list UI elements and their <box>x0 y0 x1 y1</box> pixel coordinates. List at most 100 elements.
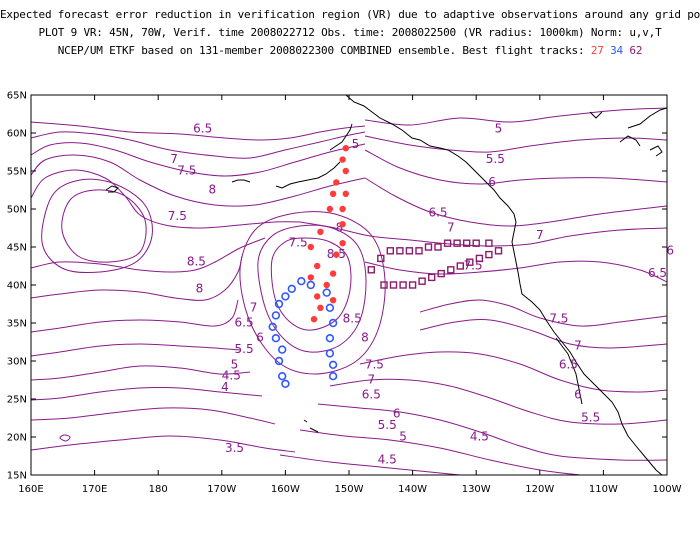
track-34-point <box>328 360 338 369</box>
lon-label: 180 <box>149 484 168 495</box>
track-34-point <box>268 322 277 331</box>
coastline-segment <box>627 107 667 129</box>
contour-label: 7 <box>367 373 375 387</box>
track-62-point <box>418 277 426 285</box>
contour-label: 7.5 <box>289 236 308 250</box>
contour-label: 6 <box>256 331 264 345</box>
track-62-point <box>405 247 414 255</box>
contour-label: 8.5 <box>187 255 206 269</box>
contour-line <box>31 435 296 453</box>
track-34-point <box>278 345 287 354</box>
contour-label: 4.5 <box>470 430 489 444</box>
contour-label: 4.5 <box>378 452 397 466</box>
contour-label: 7 <box>447 221 455 235</box>
track-27-point <box>329 190 337 197</box>
coastline <box>105 95 667 475</box>
track-62-point <box>443 239 452 247</box>
track-62-point <box>472 239 480 247</box>
track-62-point <box>485 239 493 247</box>
track-27-point <box>342 145 349 152</box>
lat-label: 60N <box>7 129 27 140</box>
contour-label: 6 <box>488 175 496 189</box>
track-62-point <box>463 239 471 247</box>
contour-line <box>317 403 667 461</box>
contour-label: 6 <box>393 407 401 421</box>
contour-line <box>31 169 301 229</box>
contour-label: 6.5 <box>559 357 578 371</box>
lat-label: 65N <box>7 91 27 102</box>
contour-line <box>364 135 667 153</box>
track-34-point <box>328 372 338 381</box>
track-62-point <box>424 243 433 251</box>
contour-line <box>31 386 263 401</box>
contour-line <box>31 131 366 159</box>
track-62-point <box>386 247 394 255</box>
lon-label: 130W <box>462 484 491 495</box>
contour-label: 6.5 <box>193 122 212 136</box>
contour-line <box>31 142 366 177</box>
contour-line <box>31 365 251 381</box>
contour-line <box>419 319 667 349</box>
track-62-point <box>485 250 493 259</box>
contour-label: 6.5 <box>428 205 447 219</box>
header-line-3-text: NCEP/UM ETKF based on 131-member 2008022… <box>57 44 585 57</box>
contour-label: 8 <box>208 183 216 197</box>
lon-label: 170W <box>207 484 236 495</box>
coastline-segment <box>309 427 319 433</box>
contour-line <box>31 343 241 357</box>
track-27-point <box>317 304 324 311</box>
contour-label: 6 <box>666 243 674 257</box>
contour-label: 8 <box>361 331 369 345</box>
contour-label: 5 <box>399 430 407 444</box>
contour-line <box>31 237 266 273</box>
contour-label: 5 <box>231 357 239 371</box>
track-27-point <box>307 274 314 281</box>
contour-label: 8 <box>336 221 344 235</box>
track-34-point <box>271 311 281 320</box>
lat-label: 50N <box>7 205 27 216</box>
lat-label: 15N <box>7 471 27 482</box>
lon-label: 100W <box>653 484 682 495</box>
contour-label: 5 <box>352 137 360 151</box>
lon-label: 160W <box>271 484 300 495</box>
contour-label: 7 <box>250 300 258 314</box>
track-62-point <box>396 247 404 255</box>
contour-line <box>364 107 667 126</box>
contour-label: 6.5 <box>362 388 381 402</box>
track-62-point <box>367 266 375 274</box>
lon-label: 170E <box>82 484 107 495</box>
contour-label: 8 <box>196 281 204 295</box>
lat-label: 20N <box>7 433 27 444</box>
track-34-point <box>325 334 335 343</box>
track-27-point <box>339 240 346 247</box>
coastline-segment <box>589 111 603 119</box>
track-34-point <box>274 299 284 309</box>
lon-label: 110W <box>589 484 618 495</box>
lon-label: 150W <box>335 484 364 495</box>
contour-label: 7.5 <box>168 209 187 223</box>
track-34-point <box>306 280 315 290</box>
track-34-point <box>322 288 331 297</box>
track-27-point <box>307 243 314 251</box>
track-62-point <box>466 258 474 266</box>
track-27-point <box>342 190 349 197</box>
track-34-point <box>297 277 306 286</box>
coastline-segment <box>619 135 641 147</box>
track-62-point <box>475 254 484 263</box>
track-34-point <box>271 334 281 343</box>
longitude-labels: 160E 170E 180 170W 160W 150W 140W 130W 120W 110W 1… <box>18 484 681 495</box>
track-27-point <box>339 205 346 213</box>
contour-label: 5.5 <box>581 411 600 425</box>
track-27-point <box>310 316 318 323</box>
contour-line <box>364 177 667 227</box>
contour-label: 7 <box>170 152 178 166</box>
track-34-point <box>325 303 335 312</box>
contour-ring <box>257 224 367 353</box>
contour-label: 6.5 <box>648 266 667 280</box>
coastline-segment <box>555 337 583 405</box>
coastline-segment <box>649 145 663 157</box>
track-62-point <box>434 243 442 251</box>
contour-ring <box>61 189 147 263</box>
track-62-point <box>415 247 423 255</box>
lon-label: 160E <box>18 484 43 495</box>
